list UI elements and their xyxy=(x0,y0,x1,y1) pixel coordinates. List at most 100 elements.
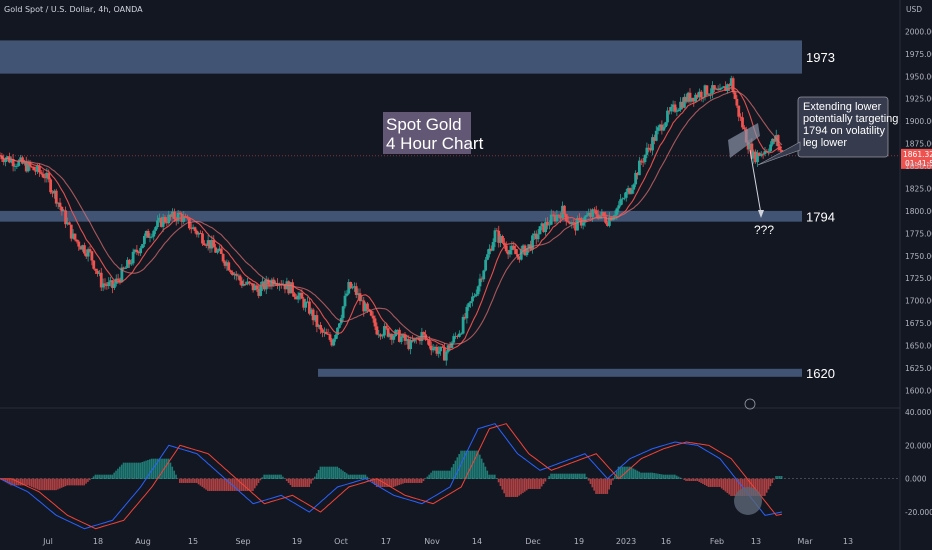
macd-histogram-bar xyxy=(302,478,305,487)
macd-histogram-bar xyxy=(522,478,524,493)
price-axis[interactable]: 2000.000 1975.000 1950.000 1925.000 1900.000… xyxy=(905,27,932,517)
macd-histogram-bar xyxy=(169,462,172,479)
macd-histogram-bar xyxy=(450,467,453,479)
time-tick-label: Feb xyxy=(710,537,724,546)
time-tick-label: Aug xyxy=(135,537,151,546)
candle-body xyxy=(176,212,180,222)
macd-histogram-bar xyxy=(514,478,517,497)
candle-body xyxy=(604,216,608,223)
candle-body xyxy=(602,212,606,217)
candle-body xyxy=(382,326,386,336)
candle-body xyxy=(34,170,38,172)
chart-title-line1: Spot Gold xyxy=(386,115,462,134)
macd-histogram-bar xyxy=(443,470,445,479)
candle-body xyxy=(64,210,68,225)
macd-histogram-bar xyxy=(595,478,597,494)
macd-histogram-bar xyxy=(85,478,87,484)
candle-body xyxy=(478,278,482,287)
macd-histogram-bar xyxy=(381,478,384,487)
candle-body xyxy=(694,94,698,102)
macd-histogram-bar xyxy=(649,472,652,479)
macd-histogram-bar xyxy=(173,470,175,479)
candle-body xyxy=(574,223,578,231)
macd-histogram-bar xyxy=(72,478,74,486)
macd-histogram-bar xyxy=(634,469,637,479)
candle-body xyxy=(724,86,728,92)
candle-body xyxy=(330,339,334,346)
macd-histogram-bar xyxy=(610,478,612,485)
macd-histogram-bar xyxy=(737,478,740,496)
price-tick-label: 1725.000 xyxy=(905,274,932,283)
macd-histogram-bar xyxy=(630,467,633,479)
candle-body xyxy=(371,315,375,319)
macd-histogram-bar xyxy=(59,478,61,489)
candle-body xyxy=(86,249,90,257)
candle-body xyxy=(645,147,649,155)
macd-tick-label: 0.000 xyxy=(905,475,927,484)
macd-histogram-bar xyxy=(715,478,717,487)
macd-histogram-bar xyxy=(342,470,344,479)
candle-body xyxy=(97,272,101,274)
candle-body xyxy=(62,210,66,212)
macd-histogram-bar xyxy=(64,478,67,487)
macd-histogram-bar xyxy=(773,478,775,480)
candle-body xyxy=(247,281,251,283)
macd-histogram-bar xyxy=(739,478,742,496)
macd-histogram-bar xyxy=(184,478,187,483)
macd-histogram-bar xyxy=(12,478,14,486)
macd-histogram-bar xyxy=(355,474,357,479)
candle-body xyxy=(133,249,137,252)
macd-histogram-bar xyxy=(432,470,434,479)
time-tick-label: 13 xyxy=(843,537,853,546)
candle-body xyxy=(514,248,518,255)
candle-body xyxy=(187,218,191,229)
candle-body xyxy=(274,283,278,285)
macd-histogram-bar xyxy=(569,473,571,479)
candle-body xyxy=(585,215,589,217)
macd-histogram-bar xyxy=(533,478,535,489)
candle-body xyxy=(559,215,563,219)
macd-histogram-bar xyxy=(465,450,468,479)
candle-body xyxy=(163,217,167,223)
candle-body xyxy=(141,244,144,249)
candle-body xyxy=(450,342,454,349)
candle-body xyxy=(769,144,773,152)
candle-body xyxy=(137,252,141,254)
candle-body xyxy=(714,88,718,90)
candle-body xyxy=(628,188,632,194)
macd-histogram-bar xyxy=(224,478,226,491)
candle-body xyxy=(452,336,456,343)
candle-body xyxy=(690,97,694,102)
candle-body xyxy=(304,301,308,308)
candle-body xyxy=(765,150,769,152)
candle-body xyxy=(594,210,598,215)
macd-histogram-bar xyxy=(186,478,189,483)
macd-histogram-bar xyxy=(334,466,337,479)
macd-histogram-bar xyxy=(310,478,312,484)
macd-histogram-bar xyxy=(180,478,183,483)
time-tick-label: Mar xyxy=(797,537,813,546)
macd-histogram-bar xyxy=(263,474,265,479)
candle-body xyxy=(249,282,253,284)
candle-body xyxy=(309,309,313,314)
macd-histogram-bar xyxy=(587,478,590,481)
price-tick-label: 1600.000 xyxy=(905,386,932,395)
candle-body xyxy=(577,218,581,219)
macd-histogram-bar xyxy=(668,474,670,479)
candle-body xyxy=(431,348,435,351)
macd-histogram-bar xyxy=(518,478,520,496)
time-axis[interactable]: Jul 18 Aug 15 Sep 19 Oct 17 Nov 14 Dec 19 2023 16 Feb 1… xyxy=(42,537,853,546)
candle-body xyxy=(469,301,473,304)
candle-body xyxy=(345,293,349,296)
macd-histogram-bar xyxy=(647,472,650,479)
price-tick-label: 1625.000 xyxy=(905,364,932,373)
macd-histogram-bar xyxy=(402,478,404,484)
time-tick-label: Sep xyxy=(235,537,250,546)
macd-histogram-bar xyxy=(400,478,402,485)
macd-histogram-bar xyxy=(548,476,550,479)
macd-histogram-bar xyxy=(441,470,444,479)
macd-histogram-bar xyxy=(690,478,693,481)
candle-body xyxy=(384,326,388,329)
candle-body xyxy=(229,270,233,273)
